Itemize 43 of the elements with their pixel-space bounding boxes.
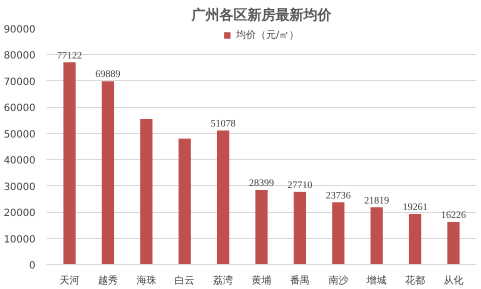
text: 28399 — [249, 178, 274, 190]
x-tick-label: 白云 — [174, 274, 195, 286]
legend-label: 均价（元/㎡） — [236, 29, 300, 42]
bar — [255, 190, 268, 264]
y-tick-label: 70000 — [4, 76, 36, 88]
text: 21819 — [364, 195, 390, 206]
bar — [140, 118, 152, 264]
x-tick-label: 越秀 — [98, 274, 118, 286]
x-tick-label: 从化 — [443, 274, 464, 286]
bar — [102, 81, 114, 264]
x-tick-label: 南沙 — [328, 274, 348, 286]
y-tick-label: 60000 — [4, 103, 36, 114]
bar — [178, 138, 191, 264]
bar — [332, 202, 344, 264]
y-tick-label: 40000 — [4, 156, 36, 167]
y-tick-label: 50000 — [4, 129, 36, 140]
text: 19261 — [402, 202, 428, 213]
x-tick-label: 花都 — [405, 274, 426, 286]
x-tick-label: 海珠 — [136, 274, 156, 286]
bar — [63, 62, 76, 264]
text: 77122 — [57, 50, 82, 62]
bar — [294, 192, 306, 264]
x-tick-label: 天河 — [60, 274, 80, 286]
y-tick-label: 80000 — [4, 50, 36, 62]
text: 51078 — [210, 118, 236, 130]
bar — [447, 222, 460, 264]
x-tick-label: 黄埔 — [252, 274, 272, 286]
x-tick-label: 增城 — [366, 274, 387, 286]
bar — [408, 214, 422, 264]
x-tick-label: 荔湾 — [213, 274, 234, 286]
text: 69889 — [95, 69, 120, 80]
y-tick-label: 90000 — [4, 24, 36, 36]
x-tick-label: 番禺 — [290, 274, 310, 286]
y-tick-label: 20000 — [4, 208, 36, 220]
y-tick-label: 30000 — [4, 182, 36, 193]
text: 23736 — [326, 190, 351, 202]
bar — [216, 130, 230, 264]
bar — [370, 207, 383, 264]
text: 16226 — [440, 210, 466, 221]
y-tick-label: 0 — [29, 260, 36, 272]
text: 27710 — [287, 180, 312, 191]
chart-title: 广州各区新房最新均价 — [190, 6, 332, 24]
y-tick-label: 10000 — [4, 234, 36, 246]
